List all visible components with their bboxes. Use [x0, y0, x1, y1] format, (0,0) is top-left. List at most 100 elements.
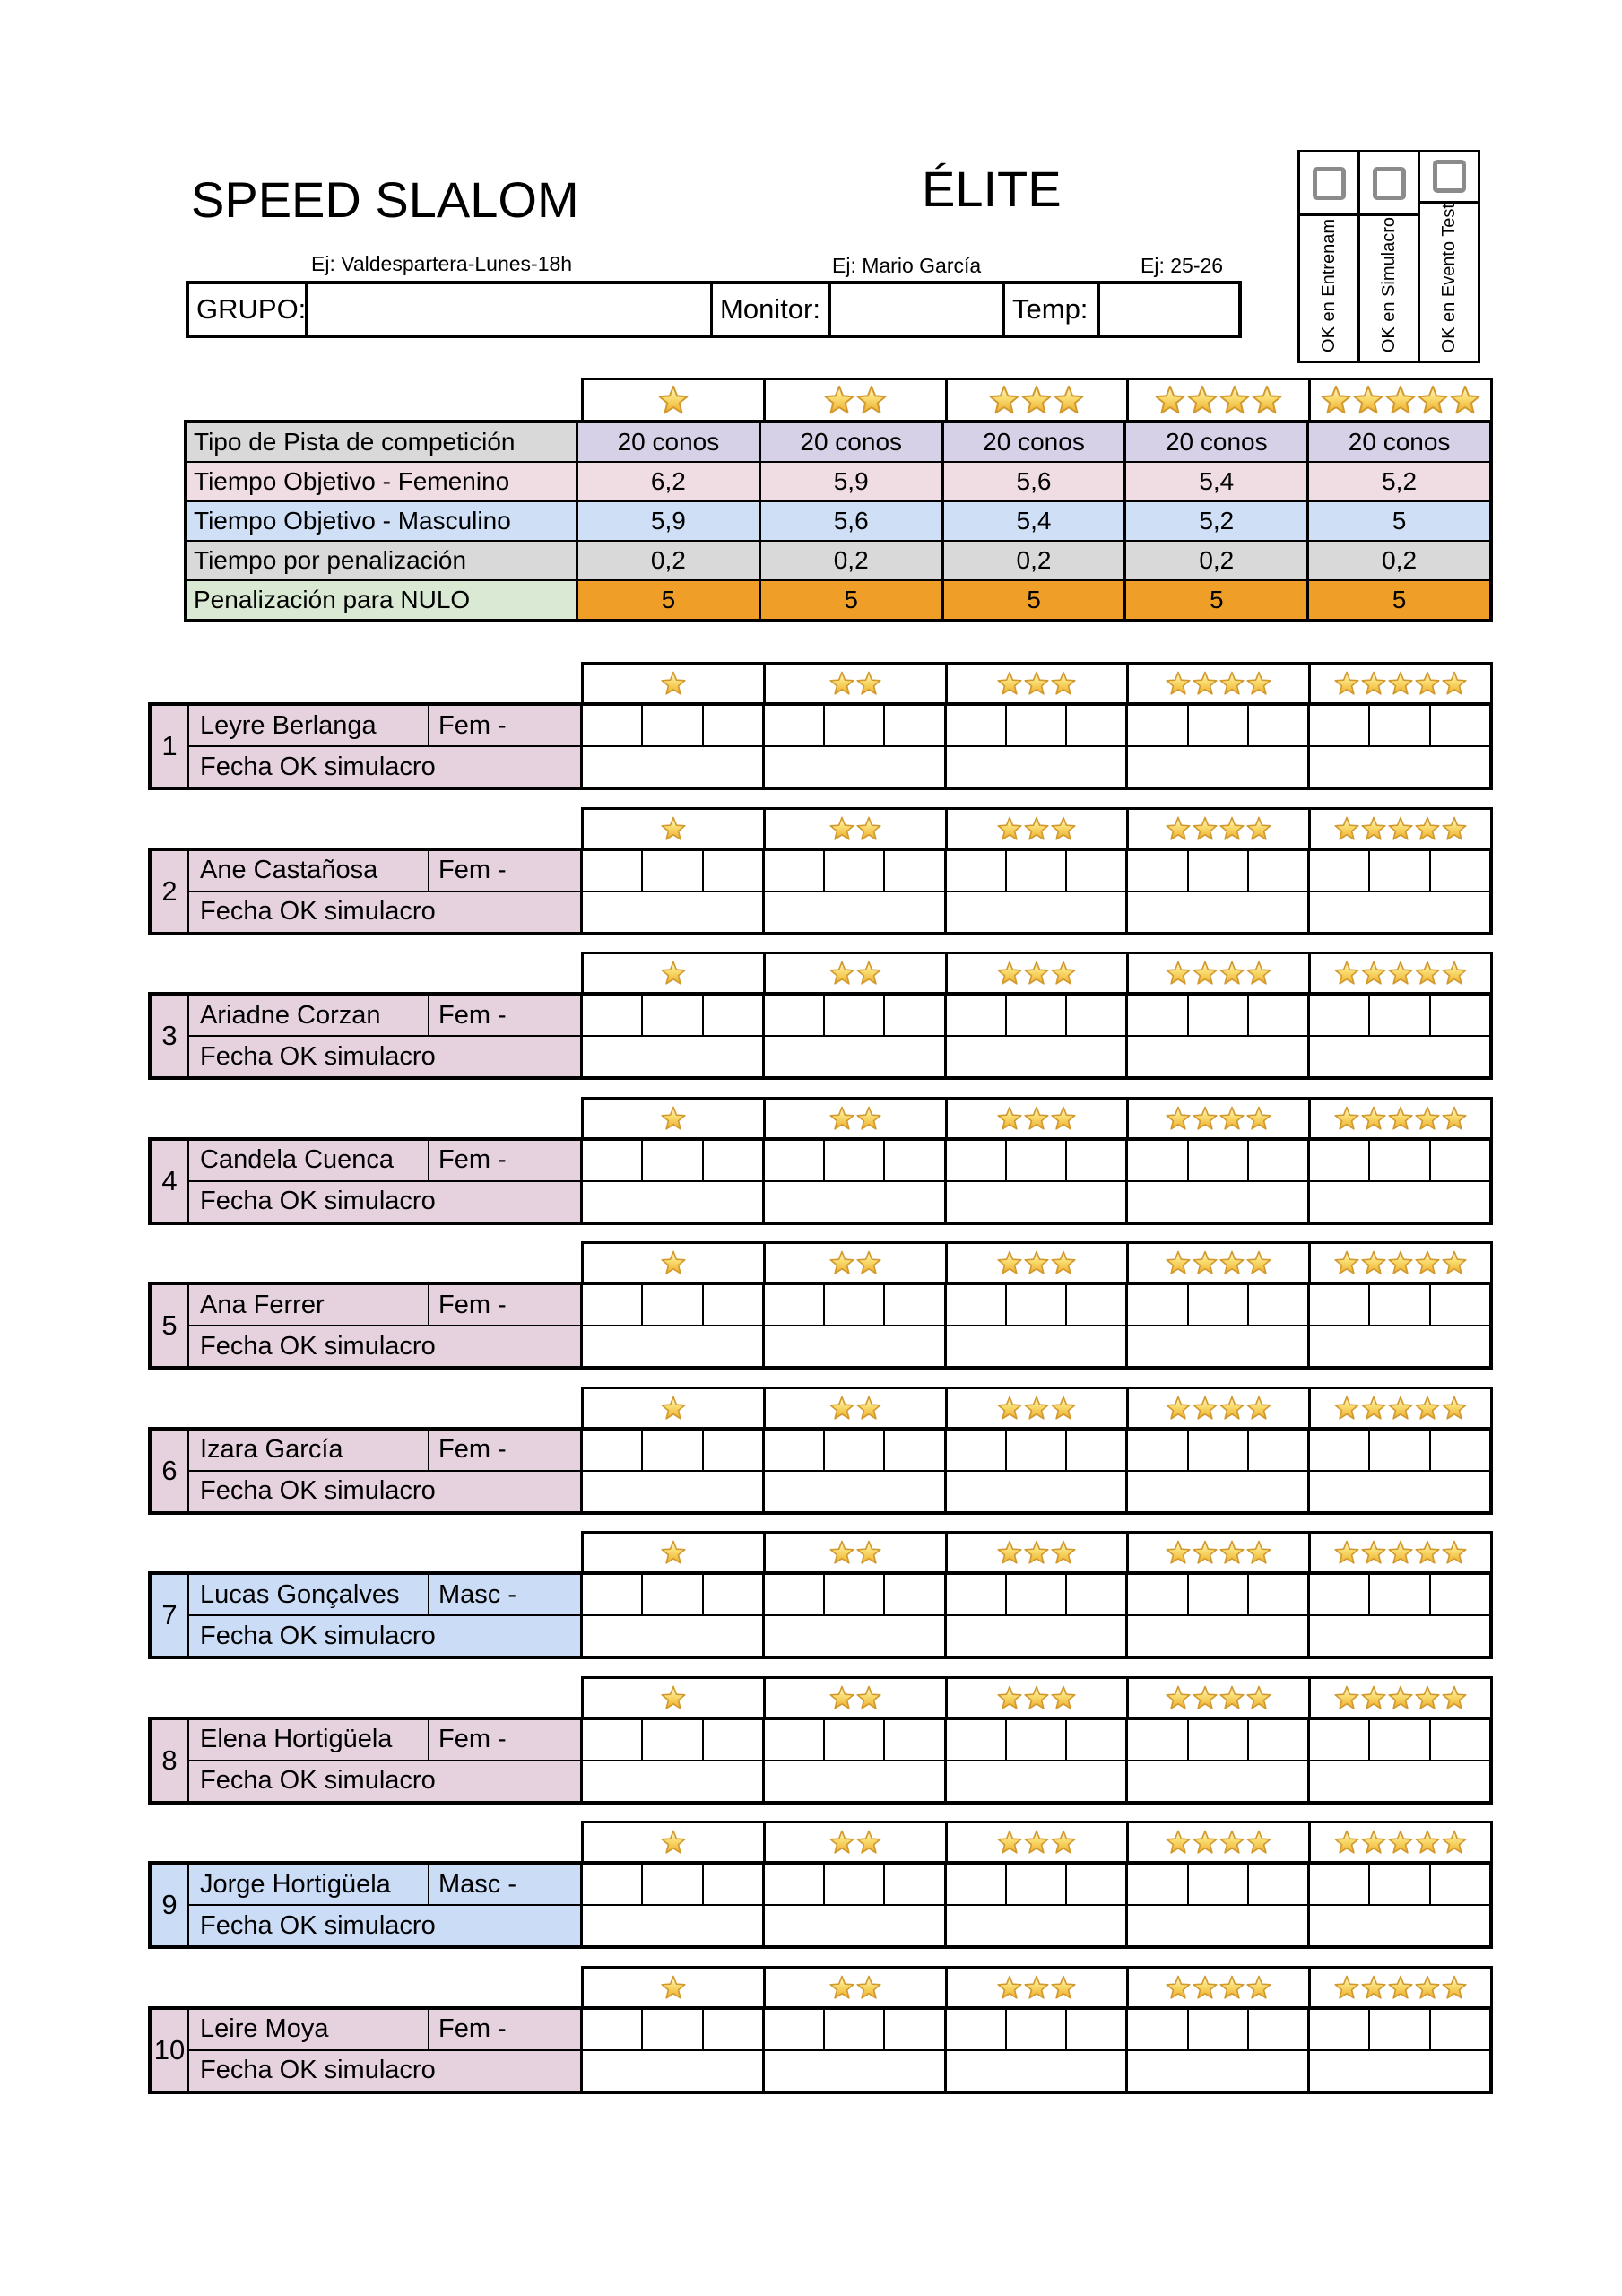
fecha-ok-cell[interactable] [765, 747, 947, 787]
attempt-cell[interactable] [1310, 1285, 1371, 1325]
attempt-cell[interactable] [704, 1141, 762, 1180]
attempt-cell[interactable] [1370, 850, 1431, 891]
fecha-ok-cell[interactable] [583, 1906, 765, 1945]
fecha-ok-cell[interactable] [947, 1616, 1129, 1656]
attempt-cell[interactable] [1007, 706, 1068, 745]
attempt-cell[interactable] [947, 1285, 1007, 1325]
fecha-ok-cell[interactable] [583, 891, 765, 932]
attempt-cell[interactable] [704, 851, 762, 891]
attempt-cell[interactable] [1249, 2010, 1307, 2049]
attempt-cell[interactable] [1007, 1575, 1068, 1614]
attempt-cell[interactable] [1310, 1865, 1371, 1904]
attempt-cell[interactable] [1128, 1719, 1189, 1760]
attempt-cell[interactable] [1128, 1285, 1189, 1325]
fecha-ok-cell[interactable] [1128, 1616, 1311, 1656]
attempt-cell[interactable] [643, 1430, 704, 1470]
attempt-cell[interactable] [1370, 1285, 1431, 1325]
fecha-ok-cell[interactable] [947, 1037, 1129, 1076]
fecha-ok-cell[interactable] [947, 1181, 1129, 1222]
attempt-cell[interactable] [1067, 1141, 1125, 1180]
attempt-cell[interactable] [1249, 706, 1307, 745]
attempt-cell[interactable] [1128, 2009, 1189, 2049]
attempt-cell[interactable] [1431, 1865, 1489, 1904]
attempt-cell[interactable] [583, 850, 644, 891]
attempt-cell[interactable] [1189, 996, 1249, 1035]
fecha-ok-cell[interactable] [947, 2050, 1129, 2091]
fecha-ok-cell[interactable] [947, 1906, 1129, 1945]
attempt-cell[interactable] [825, 1140, 886, 1180]
fecha-ok-cell[interactable] [765, 1037, 947, 1076]
attempt-cell[interactable] [583, 1575, 644, 1614]
attempt-cell[interactable] [1310, 1719, 1371, 1760]
attempt-cell[interactable] [1249, 1720, 1307, 1760]
attempt-cell[interactable] [765, 706, 826, 745]
fecha-ok-cell[interactable] [1310, 2051, 1489, 2091]
attempt-cell[interactable] [643, 706, 704, 745]
attempt-cell[interactable] [885, 2010, 943, 2049]
attempt-cell[interactable] [1370, 996, 1431, 1035]
fecha-ok-cell[interactable] [765, 2050, 947, 2091]
attempt-cell[interactable] [1189, 1719, 1249, 1760]
attempt-cell[interactable] [1249, 1285, 1307, 1325]
attempt-cell[interactable] [643, 1865, 704, 1904]
attempt-cell[interactable] [583, 2009, 644, 2049]
fecha-ok-cell[interactable] [765, 1761, 947, 1801]
attempt-cell[interactable] [1431, 1431, 1489, 1470]
attempt-cell[interactable] [825, 2009, 886, 2049]
fecha-ok-cell[interactable] [765, 1326, 947, 1366]
attempt-cell[interactable] [643, 1140, 704, 1180]
attempt-cell[interactable] [1431, 1720, 1489, 1760]
fecha-ok-cell[interactable] [1128, 1037, 1311, 1076]
attempt-cell[interactable] [947, 1865, 1007, 1904]
attempt-cell[interactable] [704, 1285, 762, 1325]
fecha-ok-cell[interactable] [765, 1471, 947, 1511]
attempt-cell[interactable] [1370, 706, 1431, 745]
attempt-cell[interactable] [1431, 1285, 1489, 1325]
attempt-cell[interactable] [1249, 1865, 1307, 1904]
attempt-cell[interactable] [643, 850, 704, 891]
attempt-cell[interactable] [1128, 706, 1189, 745]
attempt-cell[interactable] [947, 1575, 1007, 1614]
attempt-cell[interactable] [1310, 1430, 1371, 1470]
attempt-cell[interactable] [704, 1720, 762, 1760]
attempt-cell[interactable] [1128, 1140, 1189, 1180]
grupo-input[interactable] [308, 284, 713, 335]
fecha-ok-cell[interactable] [765, 1616, 947, 1656]
attempt-cell[interactable] [583, 1285, 644, 1325]
attempt-cell[interactable] [825, 1430, 886, 1470]
attempt-cell[interactable] [885, 706, 943, 745]
attempt-cell[interactable] [1370, 1575, 1431, 1614]
fecha-ok-cell[interactable] [1310, 1326, 1489, 1366]
attempt-cell[interactable] [1431, 706, 1489, 745]
fecha-ok-cell[interactable] [1128, 1326, 1311, 1366]
fecha-ok-cell[interactable] [1128, 1761, 1311, 1801]
attempt-cell[interactable] [947, 706, 1007, 745]
attempt-cell[interactable] [1067, 1431, 1125, 1470]
attempt-cell[interactable] [1310, 850, 1371, 891]
attempt-cell[interactable] [583, 1719, 644, 1760]
attempt-cell[interactable] [1249, 1431, 1307, 1470]
attempt-cell[interactable] [704, 1575, 762, 1614]
attempt-cell[interactable] [825, 850, 886, 891]
attempt-cell[interactable] [885, 851, 943, 891]
attempt-cell[interactable] [1370, 1865, 1431, 1904]
fecha-ok-cell[interactable] [1310, 1472, 1489, 1511]
attempt-cell[interactable] [1007, 1719, 1068, 1760]
attempt-cell[interactable] [704, 996, 762, 1035]
attempt-cell[interactable] [825, 1865, 886, 1904]
attempt-cell[interactable] [765, 2009, 826, 2049]
fecha-ok-cell[interactable] [1310, 1037, 1489, 1076]
attempt-cell[interactable] [947, 850, 1007, 891]
fecha-ok-cell[interactable] [583, 2050, 765, 2091]
attempt-cell[interactable] [1128, 850, 1189, 891]
fecha-ok-cell[interactable] [1310, 1906, 1489, 1945]
attempt-cell[interactable] [1189, 1865, 1249, 1904]
fecha-ok-cell[interactable] [765, 1181, 947, 1222]
attempt-cell[interactable] [947, 1140, 1007, 1180]
attempt-cell[interactable] [885, 1431, 943, 1470]
attempt-cell[interactable] [583, 1865, 644, 1904]
attempt-cell[interactable] [765, 1575, 826, 1614]
attempt-cell[interactable] [1189, 706, 1249, 745]
fecha-ok-cell[interactable] [1310, 1761, 1489, 1801]
attempt-cell[interactable] [765, 1430, 826, 1470]
